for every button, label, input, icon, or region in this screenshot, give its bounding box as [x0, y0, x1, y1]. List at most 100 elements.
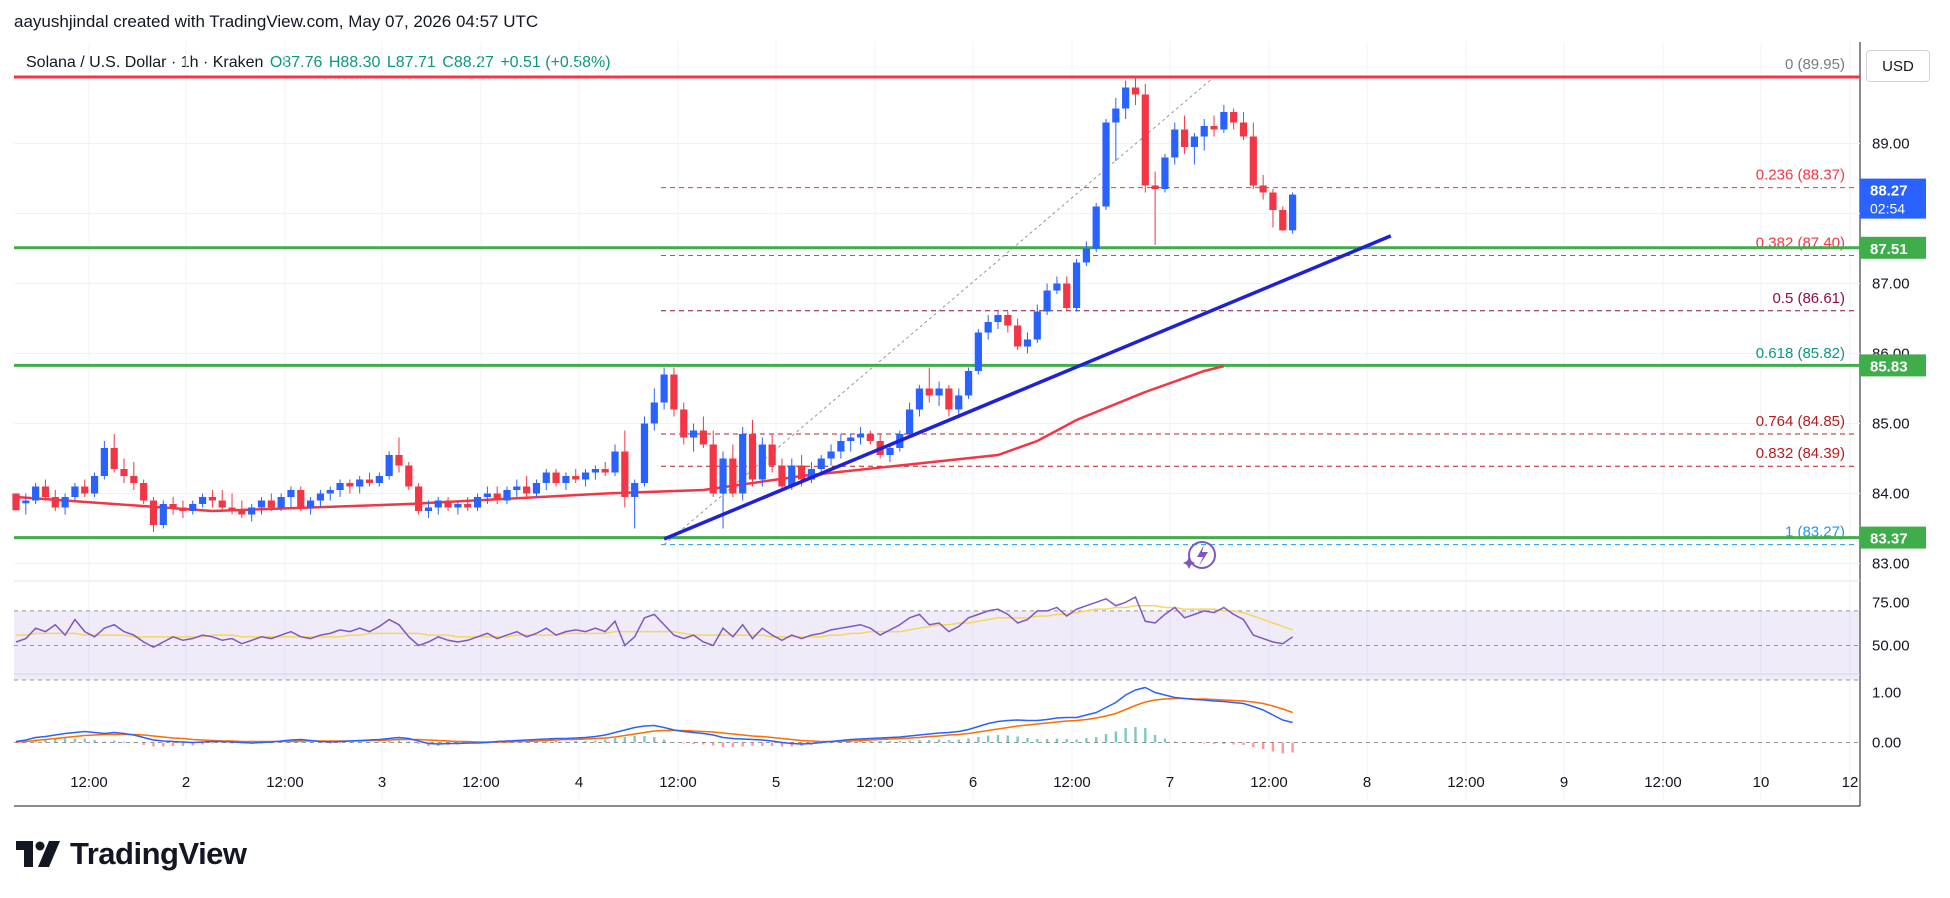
- macd-histogram-bar: [584, 741, 587, 743]
- candle-body: [994, 315, 1002, 322]
- symbol-legend: Solana / U.S. Dollar · 1h · Kraken O87.7…: [26, 54, 613, 72]
- macd-histogram-bar: [849, 741, 852, 743]
- macd-histogram-bar: [1222, 742, 1226, 744]
- macd-histogram-bar: [1203, 742, 1206, 744]
- candle-body: [1239, 122, 1248, 137]
- macd-histogram-bar: [1291, 742, 1294, 753]
- macd-histogram-bar: [574, 741, 577, 743]
- candle-body: [100, 448, 108, 476]
- candle-body: [699, 430, 707, 445]
- candle-body: [1230, 112, 1238, 123]
- candle-body: [866, 434, 874, 441]
- candle-body: [434, 500, 442, 508]
- candle-body: [1112, 108, 1120, 123]
- candle-body: [729, 458, 737, 494]
- candle-body: [375, 476, 383, 483]
- macd-histogram-bar: [770, 742, 774, 746]
- candle-body: [552, 472, 560, 483]
- rsi-ma-line: [16, 604, 1293, 638]
- candle-body: [739, 434, 747, 494]
- sparkle-icon: [1183, 557, 1195, 569]
- candle-body: [631, 483, 639, 497]
- fib-level-label: 1 (83.27): [1785, 524, 1845, 541]
- macd-histogram-bar: [1085, 738, 1088, 743]
- macd-histogram-bar: [721, 742, 725, 747]
- macd-histogram-bar: [191, 742, 194, 746]
- macd-histogram-bar: [672, 742, 676, 743]
- macd-histogram-bar: [1173, 741, 1176, 743]
- macd-histogram-bar: [1153, 735, 1157, 743]
- macd-histogram-bar: [279, 742, 283, 743]
- x-tick-label: 12:00: [659, 774, 697, 791]
- candle-body: [356, 479, 364, 487]
- candle-body: [110, 448, 118, 469]
- macd-histogram-bar: [957, 739, 960, 743]
- candle-body: [896, 434, 904, 448]
- y-tick-label: 85.00: [1872, 416, 1910, 433]
- x-tick-label: 12:00: [462, 774, 500, 791]
- brand-logo[interactable]: TradingView: [16, 836, 247, 872]
- candle-body: [1151, 185, 1159, 189]
- macd-histogram-bar: [309, 742, 312, 743]
- candle-body: [562, 476, 570, 483]
- x-tick-label: 4: [575, 774, 583, 791]
- macd-histogram-bar: [240, 742, 244, 744]
- candle-body: [32, 486, 40, 501]
- macd-histogram-bar: [437, 742, 440, 746]
- candle-body: [51, 497, 59, 508]
- macd-histogram-bar: [1252, 742, 1255, 747]
- macd-histogram-bar: [702, 742, 705, 745]
- moving-average-line: [15, 364, 1225, 513]
- macd-histogram-bar: [1134, 727, 1137, 743]
- x-tick-label: 9: [1560, 774, 1568, 791]
- macd-histogram-bar: [1163, 738, 1167, 743]
- macd-histogram-bar: [918, 740, 921, 743]
- macd-histogram-bar: [162, 742, 165, 747]
- candle-body: [385, 455, 393, 476]
- candle-body: [81, 486, 89, 494]
- macd-histogram-bar: [1104, 734, 1108, 743]
- macd-histogram-bar: [221, 742, 224, 744]
- candle-body: [1014, 325, 1022, 347]
- candle-body: [1289, 194, 1297, 231]
- macd-tick-label: 0.00: [1872, 735, 1901, 752]
- candle-body: [1259, 185, 1267, 193]
- candle-body: [169, 504, 177, 508]
- macd-histogram-bar: [495, 742, 499, 743]
- brand-name: TradingView: [70, 836, 247, 871]
- macd-histogram-bar: [525, 741, 528, 743]
- macd-histogram-bar: [1075, 739, 1078, 743]
- macd-histogram-bar: [63, 738, 67, 743]
- candle-body: [444, 500, 452, 508]
- macd-histogram-bar: [829, 742, 833, 744]
- macd-histogram-bar: [14, 742, 18, 743]
- x-tick-label: 12:00: [856, 774, 894, 791]
- macd-histogram-bar: [692, 742, 695, 744]
- macd-histogram-bar: [790, 742, 793, 747]
- macd-histogram-bar: [928, 740, 931, 743]
- candle-body: [267, 500, 275, 508]
- macd-histogram-bar: [1114, 731, 1118, 743]
- macd-histogram-bar: [387, 741, 391, 743]
- macd-histogram-bar: [947, 740, 951, 743]
- macd-histogram-bar: [888, 741, 892, 743]
- macd-histogram-bar: [967, 738, 970, 743]
- macd-histogram-bar: [515, 741, 519, 743]
- lightning-bolt-icon: [1197, 545, 1208, 566]
- fib-level-label: 0.5 (86.61): [1772, 290, 1845, 307]
- candle-body: [1053, 283, 1061, 291]
- x-tick-label: 12:00: [1053, 774, 1091, 791]
- macd-histogram-bar: [348, 742, 352, 744]
- macd-histogram-bar: [859, 741, 862, 743]
- candle-body: [454, 504, 462, 508]
- price-axis-tag-value: 88.27: [1870, 183, 1908, 200]
- candle-body: [1190, 136, 1198, 147]
- macd-line: [15, 686, 1293, 745]
- candle-body: [277, 497, 285, 508]
- macd-histogram-bar: [427, 742, 430, 746]
- candle-body: [1279, 210, 1287, 231]
- macd-histogram-bar: [289, 741, 293, 743]
- candle-body: [218, 500, 226, 508]
- currency-button[interactable]: USD: [1866, 50, 1930, 82]
- price-change: +0.51 (+0.58%): [500, 54, 611, 71]
